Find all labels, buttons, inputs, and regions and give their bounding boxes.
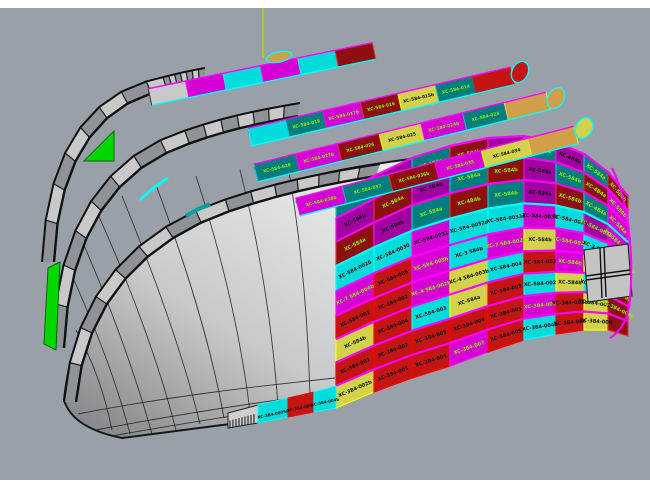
- plank-edge-line: [335, 310, 629, 387]
- frame-opening[interactable]: [583, 243, 633, 303]
- panel[interactable]: [583, 310, 609, 331]
- panel[interactable]: [523, 249, 557, 275]
- panel[interactable]: [555, 291, 585, 315]
- hull-mesh-line: [79, 235, 153, 435]
- plank-edge-line: [335, 202, 629, 267]
- panel[interactable]: [555, 270, 585, 294]
- plank-strip[interactable]: [147, 41, 377, 107]
- hull-mesh-line: [95, 209, 177, 431]
- plank-tip[interactable]: [572, 114, 597, 141]
- plank-tip[interactable]: [508, 59, 532, 86]
- hull-right-edge: [609, 167, 633, 339]
- highlight-panel-green[interactable]: [82, 129, 115, 162]
- panel[interactable]: [523, 202, 557, 230]
- rib-band-middle[interactable]: [51, 102, 301, 349]
- plank-edge-line: [335, 226, 629, 293]
- highlight-sliver-green[interactable]: [43, 261, 61, 351]
- plank-tip[interactable]: [544, 85, 568, 112]
- highlight-sliver-cyan[interactable]: [138, 176, 169, 202]
- highlight-sliver-teal[interactable]: [184, 202, 211, 218]
- plank-edge-line: [335, 178, 629, 243]
- hull-mesh-line: [121, 195, 201, 425]
- window-frame-top: [0, 0, 650, 8]
- plank-tip[interactable]: [265, 49, 293, 64]
- plank-edge-line: [335, 134, 629, 197]
- hull-mesh-line: [77, 377, 336, 415]
- window-frame-bottom: [0, 480, 650, 488]
- rib-band-inner[interactable]: [63, 163, 381, 403]
- hull-mesh-line: [73, 279, 131, 435]
- panel[interactable]: [227, 404, 259, 429]
- hull-mesh-line: [155, 184, 225, 419]
- panel[interactable]: [523, 227, 557, 252]
- panel[interactable]: [555, 310, 585, 335]
